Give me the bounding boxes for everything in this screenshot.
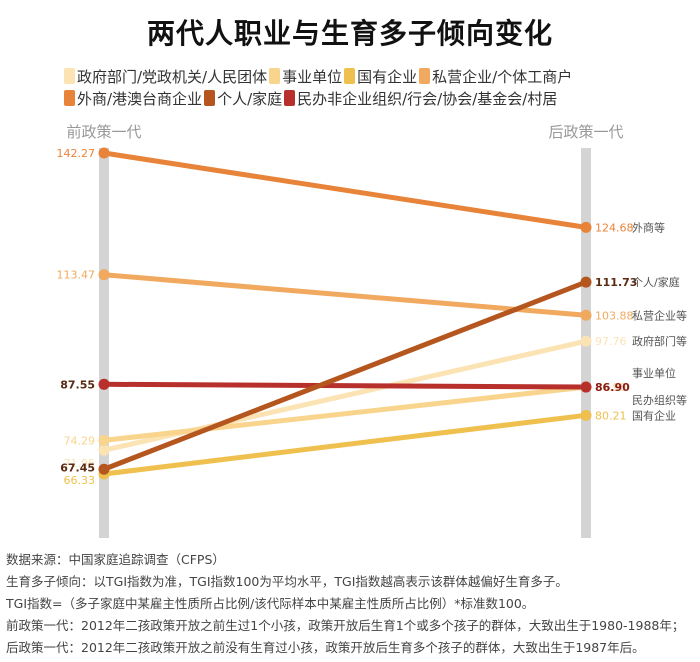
data-point xyxy=(98,147,110,159)
series-line xyxy=(101,381,589,390)
right-value-label: 97.76 xyxy=(595,335,627,348)
series-end-label: 民办组织等 xyxy=(632,393,687,407)
chart-title: 两代人职业与生育多子倾向变化 xyxy=(146,17,553,50)
legend-item: 外商/港澳台商企业 xyxy=(64,88,202,110)
right-value-label: 86.90 xyxy=(595,381,627,394)
legend-swatch xyxy=(344,68,356,84)
right-axis-label: 后政策一代 xyxy=(548,123,623,141)
data-point xyxy=(580,221,592,233)
legend: 政府部门/党政机关/人民团体 事业单位 国有企业 私营企业/个体工商户外商/港澳台商企… xyxy=(64,66,674,110)
legend-label: 国有企业 xyxy=(357,68,418,86)
footer-tgi-formula: TGI指数=（多子家庭中某雇主性质所占比例/该代际样本中某雇主性质所占比例）*标… xyxy=(6,596,535,611)
right-value-label: 103.88 xyxy=(595,309,634,322)
legend-item: 个人/家庭 xyxy=(204,88,282,110)
legend-item: 私营企业/个体工商户 xyxy=(419,66,572,88)
left-value-label: 67.45 xyxy=(60,461,95,474)
data-point xyxy=(580,276,592,288)
footer-source: 数据来源：中国家庭追踪调查（CFPS） xyxy=(6,552,225,567)
left-value-label: 66.33 xyxy=(64,474,96,487)
data-point xyxy=(98,269,110,281)
data-point xyxy=(580,381,592,393)
legend-label: 事业单位 xyxy=(282,68,343,86)
legend-item: 政府部门/党政机关/人民团体 xyxy=(64,66,267,88)
legend-swatch xyxy=(204,90,216,106)
legend-item: 国有企业 xyxy=(344,66,417,88)
series-end-label: 私营企业等 xyxy=(632,308,687,322)
legend-label: 外商/港澳台商企业 xyxy=(77,90,203,108)
series-line xyxy=(101,412,589,477)
series-line xyxy=(101,384,589,443)
left-value-label: 142.27 xyxy=(57,147,96,160)
legend-label: 私营企业/个体工商户 xyxy=(432,68,573,86)
series-line xyxy=(101,272,589,318)
series-end-label: 事业单位 xyxy=(632,366,676,380)
data-point xyxy=(580,335,592,347)
footer-notes: 数据来源：中国家庭追踪调查（CFPS） 生育多子倾向：以TGI指数为准，TGI指… xyxy=(6,549,698,659)
right-value-label: 124.68 xyxy=(595,221,634,234)
series-end-label: 政府部门等 xyxy=(632,334,687,348)
legend-swatch xyxy=(419,68,431,84)
series-end-label: 国有企业 xyxy=(632,408,676,422)
series-line xyxy=(101,279,589,472)
legend-item: 事业单位 xyxy=(269,66,342,88)
legend-label: 民办非企业组织/行会/协会/基金会/村居 xyxy=(297,90,558,108)
left-value-label: 87.55 xyxy=(60,378,95,391)
legend-swatch xyxy=(64,90,75,106)
series-end-label: 外商等 xyxy=(632,220,665,234)
data-point xyxy=(580,309,592,321)
legend-swatch xyxy=(284,90,296,106)
data-point xyxy=(98,463,110,475)
footer-before-generation: 前政策一代：2012年二孩政策开放之前生过1个小孩，政策开放后生育1个或多个孩子… xyxy=(6,618,685,633)
series-line xyxy=(101,150,589,230)
data-point xyxy=(98,444,110,456)
data-point xyxy=(580,409,592,421)
right-value-label: 86.90 xyxy=(595,381,630,394)
legend-label: 个人/家庭 xyxy=(217,90,283,108)
legend-item: 民办非企业组织/行会/协会/基金会/村居 xyxy=(284,88,557,110)
series-end-label: 个人/家庭 xyxy=(632,275,680,289)
data-point xyxy=(98,434,110,446)
footer-definition: 生育多子倾向：以TGI指数为准，TGI指数100为平均水平，TGI指数越高表示该… xyxy=(6,574,568,589)
left-value-label: 74.29 xyxy=(64,434,96,447)
legend-label: 政府部门/党政机关/人民团体 xyxy=(77,68,268,86)
left-axis-label: 前政策一代 xyxy=(66,123,141,141)
left-value-label: 113.47 xyxy=(57,269,96,282)
left-value-label: 71.95 xyxy=(64,457,96,470)
footer-after-generation: 后政策一代：2012年二孩政策开放之前没有生育过小孩，政策开放后生育多个孩子的群… xyxy=(6,640,645,655)
right-value-label: 111.73 xyxy=(595,276,637,289)
data-point xyxy=(98,378,110,390)
left-axis-bar xyxy=(99,148,109,538)
legend-swatch xyxy=(64,68,75,84)
right-value-label: 80.21 xyxy=(595,409,627,422)
legend-swatch xyxy=(269,68,281,84)
